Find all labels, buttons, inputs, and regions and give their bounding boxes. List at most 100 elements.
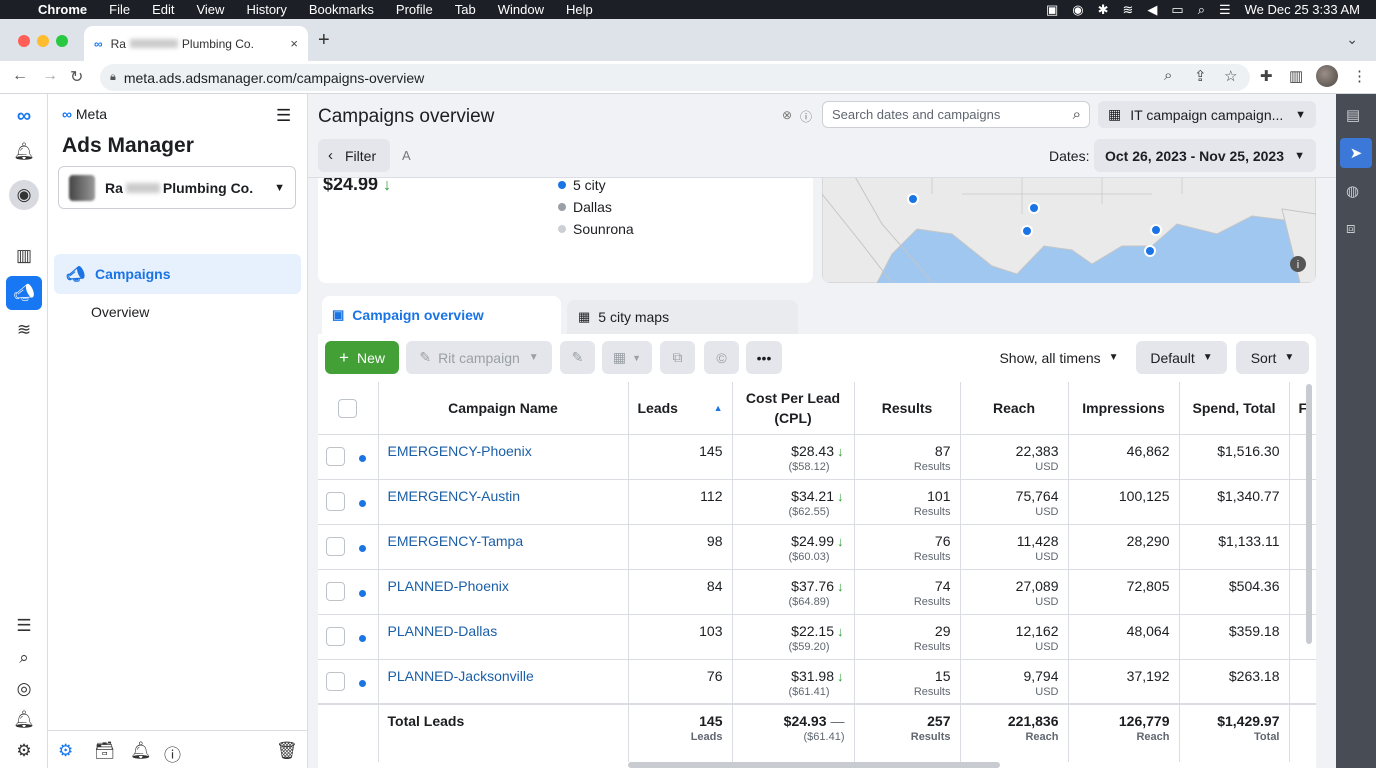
duplicate-button[interactable]: ⧉ bbox=[660, 341, 695, 374]
col-results[interactable]: Results bbox=[854, 382, 961, 435]
notifications-bell-icon[interactable]: 🔔︎ bbox=[13, 142, 35, 161]
budget-button[interactable]: © bbox=[704, 341, 739, 374]
menu-window[interactable]: Window bbox=[497, 2, 544, 17]
bell-icon[interactable]: 🔔︎ bbox=[130, 741, 152, 760]
tab-close-icon[interactable]: × bbox=[290, 36, 298, 51]
status-icon[interactable]: ▣ bbox=[1045, 1, 1059, 17]
sidebar-item-overview[interactable]: Overview bbox=[91, 304, 150, 320]
col-reach[interactable]: Reach bbox=[960, 382, 1069, 435]
send-icon[interactable]: ➤ bbox=[1340, 138, 1372, 168]
vertical-scrollbar[interactable] bbox=[1306, 384, 1312, 644]
campaigns-megaphone-icon[interactable]: 📣︎ bbox=[6, 276, 42, 310]
browser-tab[interactable]: ∞ Ra Plumbing Co. × bbox=[84, 26, 308, 61]
more-options-button[interactable]: ••• bbox=[746, 341, 782, 374]
battery-icon[interactable]: ▭ bbox=[1171, 1, 1184, 17]
new-campaign-button[interactable]: + New bbox=[325, 341, 399, 374]
row-checkbox[interactable] bbox=[326, 671, 345, 691]
menu-bookmarks[interactable]: Bookmarks bbox=[308, 2, 374, 17]
campaign-name-link[interactable]: EMERGENCY-Tampa bbox=[387, 532, 524, 549]
horizontal-scrollbar[interactable] bbox=[628, 762, 1000, 768]
alerts-bell-icon[interactable]: 🔔︎ bbox=[13, 710, 35, 729]
search-input[interactable]: Search dates and campaigns ⌕ bbox=[822, 101, 1090, 128]
zoom-window-button[interactable] bbox=[56, 35, 68, 47]
campaign-name-link[interactable]: EMERGENCY-Austin bbox=[387, 487, 521, 504]
table-row[interactable]: PLANNED-Phoenix 84 $37.76 ↓ ($64.89) 74 Result… bbox=[318, 569, 1316, 615]
wifi-icon[interactable]: ≋ bbox=[1122, 1, 1134, 17]
globe-icon[interactable]: ◍ bbox=[1346, 183, 1360, 200]
zoom-icon[interactable]: ⌕ bbox=[1164, 67, 1173, 84]
menu-edit[interactable]: Edit bbox=[152, 2, 175, 17]
volume-icon[interactable]: ◀ bbox=[1147, 1, 1158, 17]
view-options-button[interactable]: ▦ ▼ bbox=[602, 341, 652, 374]
new-tab-button[interactable]: + bbox=[318, 29, 330, 51]
campaign-name-link[interactable]: PLANNED-Phoenix bbox=[387, 577, 509, 594]
menu-app-chrome[interactable]: Chrome bbox=[38, 2, 88, 17]
minimize-window-button[interactable] bbox=[37, 35, 49, 47]
control-center-icon[interactable]: ☰ bbox=[1218, 1, 1231, 17]
menu-history[interactable]: History bbox=[246, 2, 287, 17]
row-checkbox[interactable] bbox=[326, 536, 345, 556]
filter-extra[interactable]: A bbox=[402, 148, 411, 163]
table-row[interactable]: PLANNED-Dallas 103 $22.15 ↓ ($59.20) 29 Result… bbox=[318, 614, 1316, 660]
tab-search-chevron-icon[interactable]: ⌄ bbox=[1346, 31, 1358, 47]
date-range-picker[interactable]: Oct 26, 2023 - Nov 25, 2023 ▼ bbox=[1094, 139, 1316, 172]
info-icon[interactable]: ⓘ bbox=[164, 746, 181, 765]
profile-icon[interactable]: ◎ bbox=[16, 679, 32, 698]
campaign-name-link[interactable]: PLANNED-Jacksonville bbox=[387, 667, 534, 684]
filter-button[interactable]: ‹ Filter bbox=[318, 139, 390, 172]
collapse-menu-icon[interactable]: ☰ bbox=[276, 106, 292, 125]
settings-gear-icon[interactable]: ⚙ bbox=[16, 741, 32, 760]
menu-tab[interactable]: Tab bbox=[454, 2, 476, 17]
forward-arrow-icon[interactable]: → bbox=[42, 67, 58, 84]
profile-avatar[interactable] bbox=[1316, 65, 1338, 87]
table-row[interactable]: PLANNED-Jacksonville 76 $31.98 ↓ ($61.41) 15 R… bbox=[318, 659, 1316, 705]
settings-gear-icon[interactable]: ⚙ bbox=[58, 741, 74, 760]
col-impressions[interactable]: Impressions bbox=[1068, 382, 1180, 435]
campaign-name-link[interactable]: PLANNED-Dallas bbox=[387, 622, 498, 639]
close-window-button[interactable] bbox=[18, 35, 30, 47]
search-icon[interactable]: ⌕ bbox=[19, 648, 29, 667]
bookmark-star-icon[interactable]: ☆ bbox=[1224, 68, 1238, 85]
table-row[interactable]: EMERGENCY-Tampa 98 $24.99 ↓ ($60.03) 76 Result… bbox=[318, 524, 1316, 570]
trash-icon[interactable]: 🗑︎ bbox=[276, 741, 298, 760]
menu-help[interactable]: Help bbox=[566, 2, 593, 17]
meta-logo-icon[interactable]: ∞ bbox=[16, 104, 32, 127]
menu-file[interactable]: File bbox=[109, 2, 131, 17]
tab-campaign-overview[interactable]: ▣ Campaign overview bbox=[322, 296, 561, 334]
row-checkbox[interactable] bbox=[326, 626, 345, 646]
table-row[interactable]: EMERGENCY-Phoenix 145 $28.43 ↓ ($58.12) 87 Res… bbox=[318, 434, 1316, 480]
menu-view[interactable]: View bbox=[196, 2, 225, 17]
account-selector[interactable]: Ra Plumbing Co. ▼ bbox=[58, 166, 296, 209]
col-spend[interactable]: Spend, Total bbox=[1179, 382, 1290, 435]
account-avatar-icon[interactable]: ◉ bbox=[9, 180, 39, 210]
campaign-selector[interactable]: ▦ IT campaign campaign... ▼ bbox=[1098, 101, 1316, 128]
close-icon[interactable]: ⊗ bbox=[782, 108, 793, 122]
info-icon[interactable]: ⓘ bbox=[800, 110, 813, 124]
edit-campaign-button[interactable]: ✎ Rit campaign ▼ bbox=[406, 341, 552, 374]
control-icon[interactable]: ◉ bbox=[1072, 1, 1084, 17]
archive-icon[interactable]: 🗃︎ bbox=[94, 741, 116, 760]
default-dropdown[interactable]: Default ▼ bbox=[1136, 341, 1227, 374]
spotlight-icon[interactable]: ⌕ bbox=[1197, 1, 1205, 17]
bluetooth-icon[interactable]: ✱ bbox=[1097, 1, 1109, 17]
col-cpl[interactable]: Cost Per Lead (CPL) bbox=[732, 382, 855, 435]
sort-dropdown[interactable]: Sort ▼ bbox=[1236, 341, 1309, 374]
show-timens-dropdown[interactable]: Show, all timens ▼ bbox=[997, 341, 1121, 374]
clock[interactable]: We Dec 25 3:33 AM bbox=[1244, 2, 1360, 17]
chrome-menu-icon[interactable]: ⋮ bbox=[1352, 68, 1367, 85]
layers-icon[interactable]: ≋ bbox=[16, 320, 32, 339]
tab-city-maps[interactable]: ▦ 5 city maps bbox=[567, 300, 798, 334]
side-panel-icon[interactable]: ▥ bbox=[1289, 68, 1304, 85]
reload-icon[interactable]: ↻ bbox=[70, 69, 84, 86]
row-checkbox[interactable] bbox=[326, 446, 345, 466]
reading-list-icon[interactable]: ▤ bbox=[1346, 107, 1361, 124]
col-leads[interactable]: Leads ▲ bbox=[628, 382, 733, 435]
row-checkbox[interactable] bbox=[326, 581, 345, 601]
extensions-icon[interactable]: ✚ bbox=[1260, 68, 1273, 85]
col-campaign-name[interactable]: Campaign Name bbox=[378, 382, 629, 435]
sidebar-item-campaigns[interactable]: 📣︎ Campaigns bbox=[54, 254, 301, 294]
analytics-chart-icon[interactable]: ▥ bbox=[15, 246, 33, 265]
select-all-checkbox[interactable] bbox=[337, 398, 357, 418]
search-icon[interactable]: ⌕ bbox=[1072, 106, 1081, 123]
share-icon[interactable]: ⇪ bbox=[1194, 68, 1207, 85]
